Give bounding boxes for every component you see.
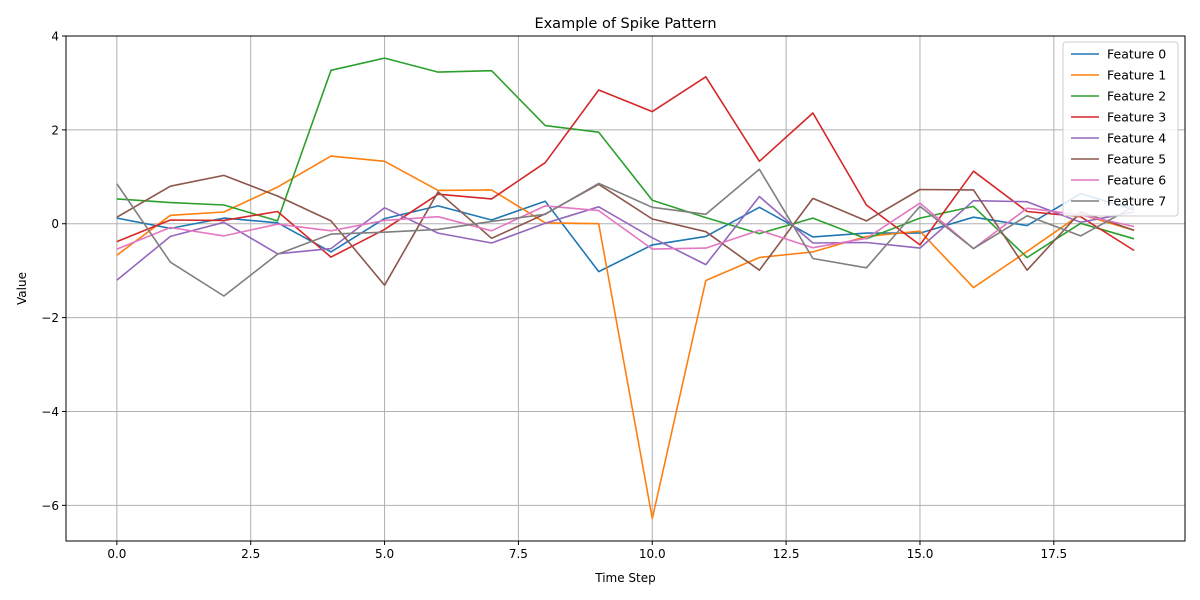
series-layer: [116, 57, 1135, 520]
x-tick-label: 12.5: [773, 547, 800, 561]
legend-label: Feature 7: [1107, 194, 1166, 209]
chart-title: Example of Spike Pattern: [534, 16, 716, 32]
x-tick-label: 10.0: [639, 547, 666, 561]
legend-label: Feature 1: [1107, 68, 1166, 83]
legend-label: Feature 5: [1107, 152, 1166, 167]
legend-label: Feature 3: [1107, 110, 1166, 125]
legend-label: Feature 6: [1107, 173, 1166, 188]
y-tick-label: 4: [51, 30, 59, 44]
y-tick-label: −6: [41, 499, 59, 513]
x-tick-label: 17.5: [1040, 547, 1067, 561]
y-tick-label: −2: [41, 311, 59, 325]
y-tick-label: −4: [41, 405, 59, 419]
tick-layer: 0.0 2.5 5.0 7.5 10.0 12.5 15.0 17.5 −6 −4 −2 0 2 4: [41, 30, 1067, 562]
x-axis-label: Time Step: [594, 571, 656, 585]
legend: Feature 0 Feature 1 Feature 2 Feature 3 Feat…: [1062, 41, 1179, 217]
series-line-feature-5: [116, 174, 1135, 287]
x-tick-label: 0.0: [107, 547, 126, 561]
legend-box: [1062, 41, 1179, 217]
x-tick-label: 2.5: [241, 547, 260, 561]
series-line-feature-0: [116, 192, 1135, 273]
x-tick-label: 5.0: [375, 547, 394, 561]
series-line-feature-3: [116, 76, 1135, 258]
series-line-feature-4: [116, 195, 1135, 281]
legend-label: Feature 4: [1107, 131, 1166, 146]
x-tick-label: 7.5: [509, 547, 528, 561]
y-tick-label: 0: [51, 217, 59, 231]
legend-label: Feature 0: [1107, 47, 1166, 62]
plot-frame: [65, 35, 1186, 542]
y-axis-label: Value: [15, 272, 29, 305]
legend-label: Feature 2: [1107, 89, 1166, 104]
y-tick-label: 2: [51, 123, 59, 137]
x-tick-label: 15.0: [907, 547, 934, 561]
series-line-feature-1: [116, 155, 1135, 520]
series-line-feature-7: [116, 168, 1135, 297]
